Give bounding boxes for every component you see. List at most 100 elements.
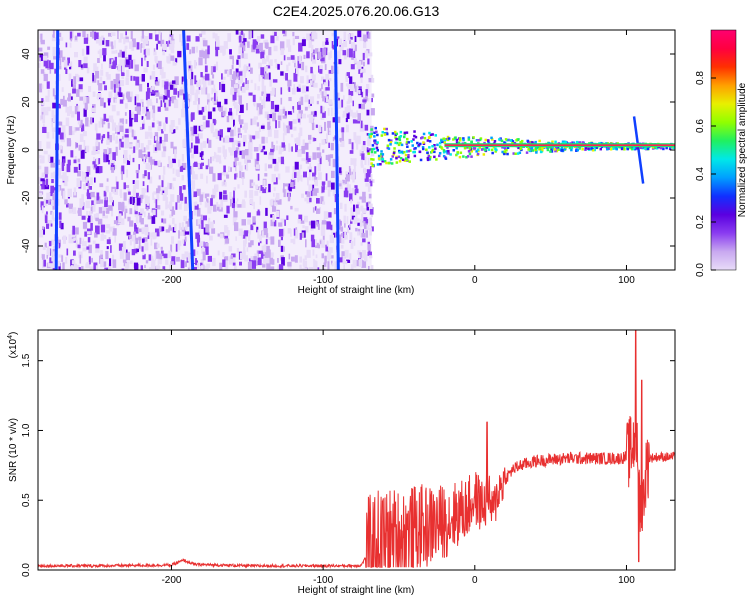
heatmap-cell [394, 141, 397, 145]
heatmap-cell [179, 165, 184, 172]
heatmap-cell [52, 114, 56, 123]
heatmap-cell [153, 232, 157, 239]
heatmap-cell [376, 149, 379, 152]
heatmap-cell [291, 109, 294, 114]
heatmap-cell [325, 74, 330, 80]
heatmap-cell [262, 71, 267, 80]
heatmap-cell [342, 110, 346, 117]
heatmap-cell [96, 192, 100, 201]
heatmap-cell [263, 151, 267, 155]
heatmap-cell [309, 163, 312, 170]
heatmap-cell [317, 244, 321, 249]
heatmap-cell [223, 194, 228, 200]
heatmap-cell [124, 45, 128, 49]
heatmap-cell [372, 158, 375, 161]
heatmap-cell [338, 257, 343, 263]
heatmap-cell [354, 188, 359, 194]
heatmap-cell [248, 233, 251, 241]
heatmap-cell [328, 52, 331, 60]
heatmap-cell [113, 84, 116, 93]
heatmap-cell [59, 175, 63, 179]
heatmap-cell [514, 152, 517, 155]
heatmap-cell [108, 148, 112, 157]
heatmap-cell [341, 127, 345, 133]
heatmap-cell [343, 260, 348, 265]
heatmap-cell [490, 136, 493, 140]
heatmap-cell [354, 137, 358, 144]
heatmap-cell [374, 139, 377, 142]
heatmap-cell [43, 52, 49, 58]
heatmap-cell [129, 110, 132, 119]
heatmap-cell [549, 146, 552, 149]
heatmap-cell [411, 144, 414, 147]
heatmap-cell [71, 79, 73, 87]
snr-y-tick-label: 1.0 [21, 423, 32, 437]
heatmap-cell [306, 191, 311, 197]
heatmap-cell [341, 132, 344, 141]
heatmap-cell [105, 40, 110, 47]
heatmap-cell [155, 34, 159, 41]
heatmap-cell [294, 172, 297, 178]
heatmap-cell [219, 160, 222, 164]
heatmap-cell [219, 233, 224, 239]
heatmap-cell [69, 238, 74, 244]
heatmap-cell [215, 135, 220, 140]
heatmap-cell [210, 156, 212, 164]
heatmap-cell [288, 45, 292, 52]
heatmap-cell [182, 222, 184, 230]
heatmap-cell [215, 154, 220, 163]
heatmap-cell [341, 99, 344, 108]
heatmap-cell [198, 110, 203, 115]
heatmap-cell [361, 68, 366, 73]
heatmap-cell [197, 262, 200, 269]
heatmap-cell [110, 245, 112, 253]
heatmap-cell [219, 129, 223, 138]
heatmap-cell [266, 233, 269, 238]
heatmap-cell [442, 137, 445, 140]
heatmap-cell [348, 184, 351, 194]
heatmap-cell [283, 144, 286, 151]
heatmap-cell [129, 238, 132, 246]
heatmap-cell [77, 111, 80, 121]
heatmap-cell [47, 248, 51, 253]
heatmap-cell [607, 146, 610, 149]
heatmap-cell [72, 225, 75, 235]
heatmap-cell [202, 141, 207, 148]
heatmap-cell [310, 187, 313, 197]
heatmap-streak-line [182, 30, 195, 270]
heatmap-cell [216, 201, 219, 209]
heatmap-cell [361, 250, 366, 259]
heatmap-cell [306, 51, 310, 59]
heatmap-cell [261, 91, 265, 96]
heatmap-cell [148, 254, 152, 261]
heatmap-cell [428, 136, 431, 139]
heatmap-cell [92, 75, 97, 83]
heatmap-cell [271, 154, 274, 161]
heatmap-cell [252, 94, 256, 102]
heatmap-cell [272, 145, 275, 152]
heatmap-cell [323, 262, 327, 267]
heatmap-cell [285, 73, 288, 81]
heatmap-cell [538, 147, 542, 150]
heatmap-cell [182, 239, 185, 244]
heatmap-cell [155, 228, 160, 237]
heatmap-cell [94, 32, 99, 39]
heatmap-cell [121, 75, 124, 79]
heatmap-cell [135, 237, 139, 244]
heatmap-cell [154, 242, 158, 250]
heatmap-cell [247, 219, 251, 225]
heatmap-cell [507, 138, 510, 142]
heatmap-cell [290, 205, 293, 210]
heatmap-cell [198, 79, 202, 85]
heatmap-cell [187, 60, 192, 70]
heatmap-cell [331, 260, 333, 265]
heatmap-cell [172, 177, 176, 181]
heatmap-cell [300, 175, 303, 182]
heatmap-cell [167, 156, 171, 161]
heatmap-cell [73, 250, 76, 256]
heatmap-cell [376, 163, 380, 166]
heatmap-cell [381, 160, 384, 163]
heatmap-cell [57, 236, 59, 240]
heatmap-cell [174, 149, 177, 158]
